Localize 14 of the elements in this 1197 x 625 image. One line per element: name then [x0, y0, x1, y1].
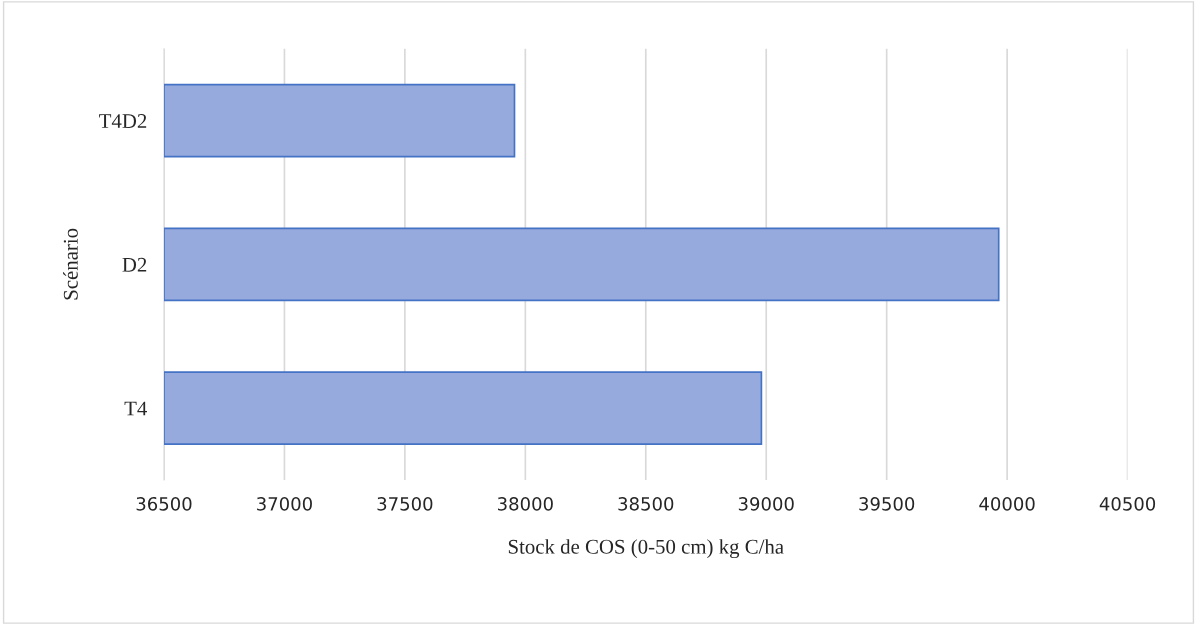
y-tick-label: T4: [124, 401, 147, 416]
y-tick-label: T4D2: [99, 114, 147, 128]
x-tick-label: 40000: [979, 496, 1035, 511]
x-tick-label: 39000: [738, 496, 794, 511]
x-tick-label: 38000: [497, 496, 553, 511]
x-tick-label: 38500: [618, 496, 674, 511]
y-tick-label: D2: [122, 257, 147, 272]
x-tick-label: 37000: [257, 496, 312, 511]
y-axis-title: Scénario: [63, 228, 78, 300]
x-axis-title: Stock de COS (0-50 cm) kg C/ha: [508, 539, 784, 559]
x-tick-label: 36500: [136, 496, 192, 511]
x-tick-label: 39500: [859, 496, 915, 511]
x-tick-label: 37500: [377, 496, 433, 511]
x-tick-label: 40500: [1099, 496, 1156, 511]
